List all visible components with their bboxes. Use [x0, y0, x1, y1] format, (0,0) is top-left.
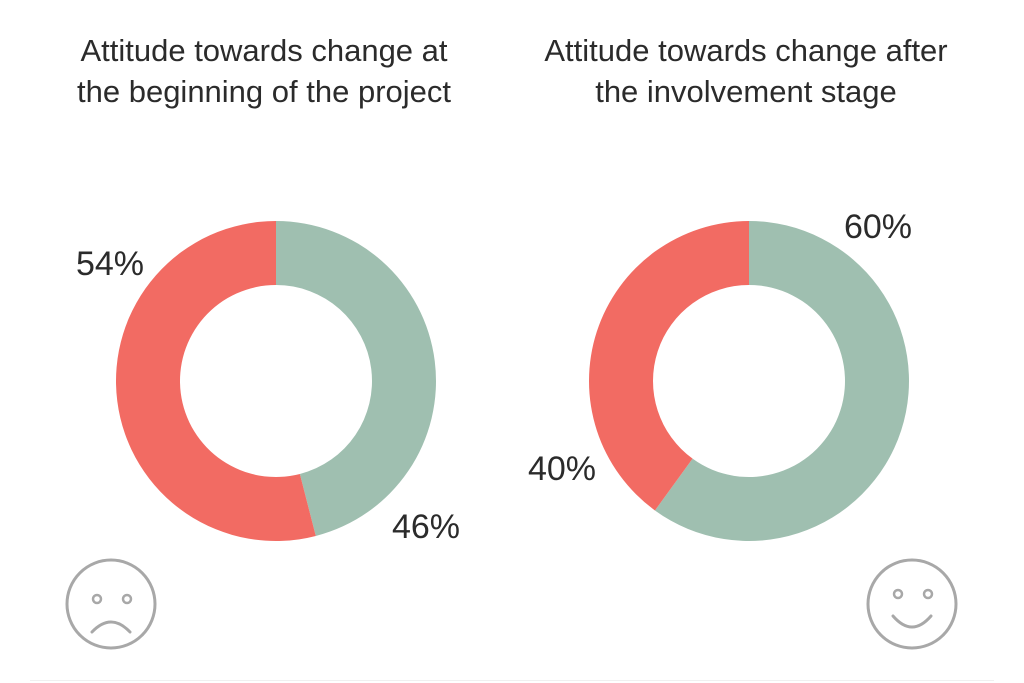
donut-chart-beginning	[116, 221, 437, 542]
chart-title-beginning: Attitude towards change at the beginning…	[77, 33, 451, 109]
slice-negative	[116, 221, 316, 542]
donut-chart-after-involvement	[589, 220, 910, 541]
label-beginning-positive: 46%	[392, 508, 460, 546]
slice-negative	[589, 221, 749, 511]
label-beginning-negative: 54%	[76, 245, 144, 283]
chart-title-after-involvement: Attitude towards change after the involv…	[544, 33, 948, 109]
slice-positive	[276, 221, 437, 536]
sad-face-icon	[65, 558, 157, 650]
slice-positive	[654, 220, 910, 541]
label-after-negative: 40%	[528, 450, 596, 488]
label-after-positive: 60%	[844, 208, 912, 246]
bottom-divider	[30, 680, 994, 681]
happy-face-icon	[866, 558, 958, 650]
